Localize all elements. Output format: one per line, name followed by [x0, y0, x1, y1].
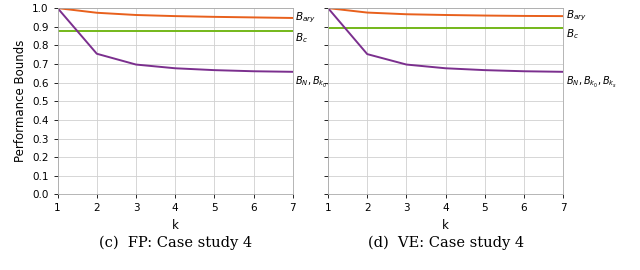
Text: $B_c$: $B_c$ — [295, 31, 308, 45]
Text: $B_N,B_{k_0},B_{k_s}$: $B_N,B_{k_0},B_{k_s}$ — [295, 75, 346, 90]
Text: (d)  VE: Case study 4: (d) VE: Case study 4 — [367, 235, 524, 250]
Text: $B_{ary}$: $B_{ary}$ — [566, 9, 586, 23]
Text: $B_N,B_{k_0},B_{k_s}$: $B_N,B_{k_0},B_{k_s}$ — [566, 75, 617, 90]
Text: $B_{ary}$: $B_{ary}$ — [295, 11, 316, 25]
X-axis label: k: k — [442, 219, 449, 232]
Text: (c)  FP: Case study 4: (c) FP: Case study 4 — [99, 235, 252, 250]
X-axis label: k: k — [172, 219, 179, 232]
Y-axis label: Performance Bounds: Performance Bounds — [13, 40, 26, 163]
Text: $B_c$: $B_c$ — [566, 27, 579, 41]
